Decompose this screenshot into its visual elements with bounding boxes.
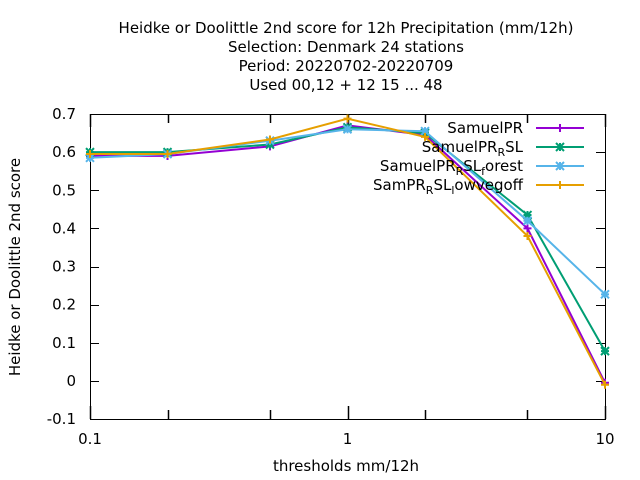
data-point [420,126,430,136]
legend-entry: SamPRRSLlowvegoff [373,176,584,197]
title-line: Selection: Denmark 24 stations [228,38,464,56]
data-point [523,232,532,240]
chart-title: Heidke or Doolittle 2nd score for 12h Pr… [119,19,574,94]
data-point [601,380,609,389]
y-tick-label: 0.7 [52,105,76,123]
series-SamuelPR [86,121,609,387]
y-tick-label: 0.3 [52,258,76,276]
y-tick-label: 0.2 [52,296,76,314]
legend-label: SamuelPR [447,119,523,137]
data-point [522,216,533,226]
y-tick-label: 0 [66,372,76,390]
x-tick-label: 1 [343,430,353,448]
legend-marker [556,181,564,189]
legend-label: SamuelPRRSLforest [380,157,523,178]
data-point [600,289,610,300]
data-point [343,114,352,123]
legend-marker [556,124,564,132]
data-point [522,210,533,220]
title-line: Heidke or Doolittle 2nd score for 12h Pr… [119,19,574,37]
legend: SamuelPRSamuelPRRSLSamuelPRRSLforestSamP… [373,119,584,197]
data-point [421,132,430,141]
y-tick-label: -0.1 [47,410,76,428]
title-line: Period: 20220702-20220709 [239,57,454,75]
legend-label: SamPRRSLlowvegoff [373,176,524,197]
legend-entry: SamuelPRRSL [422,138,584,159]
x-tick-label: 0.1 [78,430,102,448]
y-axis-label: Heidke or Doolittle 2nd score [6,158,24,376]
legend-entry: SamuelPRRSLforest [380,157,584,178]
plot-frame [90,114,606,420]
data-point [265,135,274,144]
legend-label: SamuelPRRSL [422,138,524,159]
y-tick-label: 0.4 [52,219,76,237]
axis-ticks: -0.1 0 0.1 0.2 0.3 0.4 0.5 0.6 0.7 0.1 1 10 [47,105,615,448]
y-tick-label: 0.6 [52,143,76,161]
legend-entry: SamuelPR [447,119,584,137]
data-point [523,224,532,233]
x-tick-label: 10 [595,430,614,448]
data-point [342,124,353,134]
legend-marker [555,161,565,171]
legend-marker [555,142,565,152]
series-group [85,114,610,389]
x-axis-label: thresholds mm/12h [273,457,419,475]
series-line [90,124,606,384]
data-point [163,150,172,159]
series-SamPR_RSL_lowvegoff [86,114,609,389]
title-line: Used 00,12 + 12 15 ... 48 [249,76,442,94]
data-point [600,346,610,356]
data-point [86,150,94,159]
y-tick-label: 0.5 [52,181,76,199]
y-tick-label: 0.1 [52,334,76,352]
